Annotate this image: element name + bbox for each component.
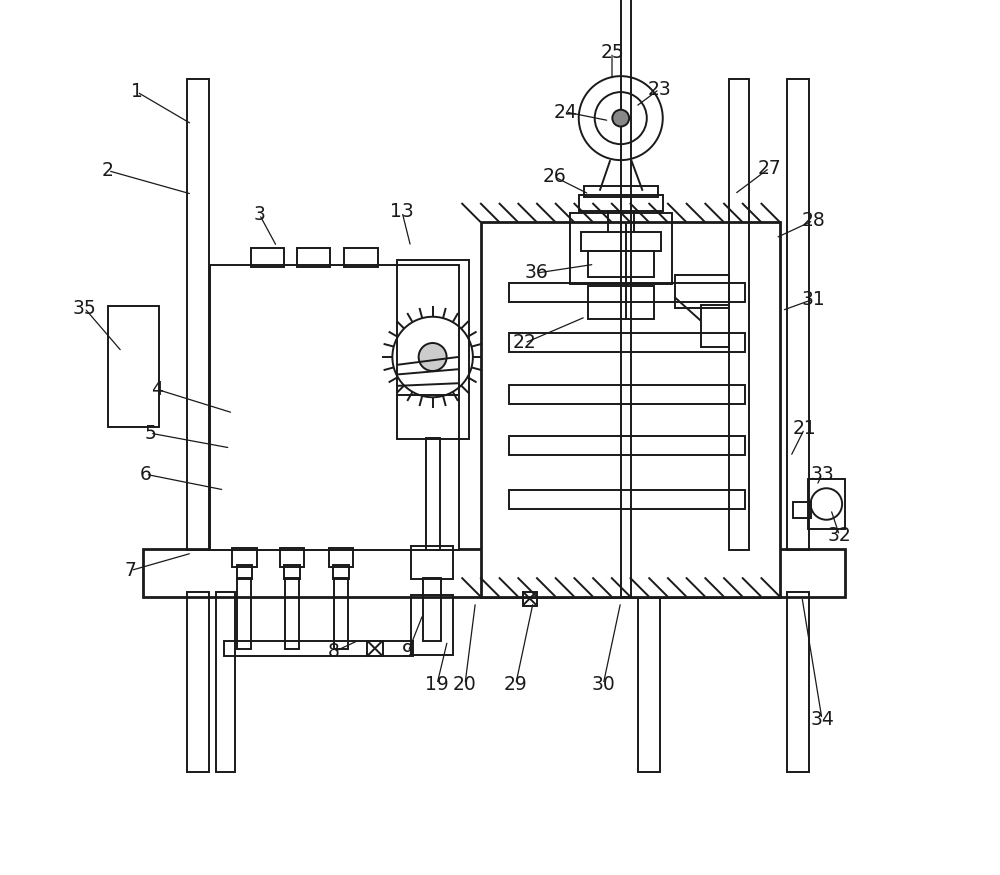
Text: 26: 26: [542, 167, 566, 186]
Text: 34: 34: [810, 710, 834, 729]
Text: 28: 28: [801, 211, 825, 230]
Bar: [509, 490, 745, 509]
Text: 9: 9: [402, 642, 414, 662]
Text: 29: 29: [504, 675, 528, 694]
Text: 24: 24: [554, 102, 578, 122]
Bar: [108, 306, 159, 427]
Bar: [333, 565, 349, 579]
Text: 25: 25: [600, 43, 624, 62]
Text: 23: 23: [647, 80, 671, 99]
Bar: [216, 592, 235, 772]
Bar: [334, 578, 348, 649]
Bar: [423, 578, 440, 640]
Circle shape: [419, 343, 447, 371]
Bar: [251, 248, 284, 267]
Text: 33: 33: [810, 465, 834, 484]
Text: 21: 21: [793, 419, 816, 438]
Bar: [328, 548, 353, 567]
Text: 31: 31: [801, 290, 825, 309]
Bar: [143, 549, 845, 597]
Circle shape: [612, 109, 629, 127]
Text: 1: 1: [131, 82, 143, 102]
Bar: [187, 592, 209, 772]
Text: 30: 30: [591, 675, 615, 694]
Bar: [570, 213, 672, 284]
Bar: [787, 79, 809, 550]
Text: 3: 3: [253, 205, 265, 224]
Text: 6: 6: [140, 465, 152, 484]
Text: 13: 13: [390, 202, 414, 221]
Bar: [238, 578, 252, 649]
Bar: [579, 195, 663, 211]
Bar: [588, 286, 654, 319]
Text: 4: 4: [151, 380, 163, 399]
Bar: [509, 283, 745, 302]
Bar: [675, 275, 729, 308]
Text: 36: 36: [525, 263, 549, 283]
Bar: [787, 592, 809, 772]
Bar: [588, 251, 654, 277]
Bar: [367, 640, 383, 656]
Bar: [284, 565, 300, 579]
Bar: [297, 248, 330, 267]
Text: 2: 2: [102, 161, 114, 180]
Bar: [237, 565, 252, 579]
Bar: [411, 546, 453, 579]
Bar: [397, 260, 468, 439]
Bar: [224, 640, 413, 656]
Bar: [729, 79, 748, 550]
Bar: [584, 186, 658, 197]
Bar: [344, 248, 378, 267]
Bar: [285, 578, 299, 649]
Bar: [280, 548, 304, 567]
Text: 5: 5: [144, 424, 156, 443]
Bar: [509, 332, 745, 352]
Bar: [509, 436, 745, 455]
Text: 20: 20: [453, 675, 477, 694]
Bar: [621, 0, 631, 597]
Bar: [793, 502, 811, 518]
Text: 35: 35: [72, 298, 96, 318]
Text: 19: 19: [425, 675, 449, 694]
Text: 8: 8: [328, 642, 340, 662]
Bar: [509, 385, 745, 404]
Text: 22: 22: [513, 333, 536, 353]
Bar: [808, 479, 845, 529]
Bar: [426, 438, 440, 550]
Text: 7: 7: [125, 561, 137, 580]
Bar: [232, 548, 257, 567]
Bar: [210, 265, 459, 550]
Bar: [411, 595, 453, 654]
Text: 32: 32: [828, 526, 851, 545]
Bar: [481, 222, 780, 597]
Bar: [701, 305, 729, 347]
Text: 27: 27: [758, 158, 781, 178]
Bar: [187, 79, 209, 550]
Bar: [523, 592, 537, 605]
Bar: [638, 592, 660, 772]
Bar: [580, 232, 661, 251]
